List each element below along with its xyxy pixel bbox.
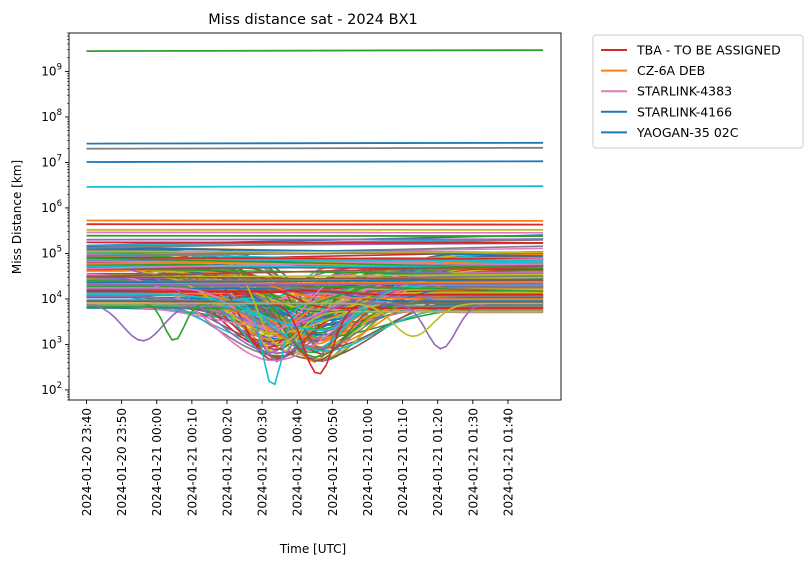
x-tick-label: 2024-01-21 00:50 <box>326 408 340 516</box>
series-line <box>86 289 544 296</box>
series-line <box>86 300 544 362</box>
x-tick-label: 2024-01-21 00:40 <box>291 408 305 516</box>
y-tick-label: 106 <box>41 199 62 215</box>
y-tick-label: 105 <box>41 244 62 260</box>
y-tick-label: 108 <box>41 108 62 124</box>
x-tick-label: 2024-01-20 23:50 <box>115 408 129 516</box>
axes: 102 103 104 105 106 107 108 109 2024-01-20 23:40… <box>41 32 562 516</box>
x-tick-label: 2024-01-21 00:30 <box>256 408 270 516</box>
legend-label: STARLINK-4166 <box>637 104 732 119</box>
x-tick-label: 2024-01-21 01:30 <box>466 408 480 516</box>
x-tick-label: 2024-01-21 01:20 <box>431 408 445 516</box>
x-tick-label: 2024-01-21 01:10 <box>396 408 410 516</box>
series-line <box>86 284 544 350</box>
flat-series-line <box>86 141 544 145</box>
y-tick-label: 102 <box>41 381 62 397</box>
y-tick-label: 109 <box>41 62 62 78</box>
x-tick-label: 2024-01-21 01:00 <box>361 408 375 516</box>
flat-series-line <box>86 146 544 150</box>
flat-series-line <box>86 238 544 241</box>
series-line <box>86 257 544 269</box>
series-line <box>86 252 544 331</box>
series-line <box>86 265 544 278</box>
flat-series-line <box>86 49 544 52</box>
flat-series-line <box>86 160 544 163</box>
chart-title: Miss distance sat - 2024 BX1 <box>208 12 418 28</box>
x-tick-label: 2024-01-21 00:00 <box>150 408 164 516</box>
x-tick-label: 2024-01-20 23:40 <box>80 408 94 516</box>
legend-label: STARLINK-4383 <box>637 84 732 99</box>
legend-label: YAOGAN-35 02C <box>636 125 739 140</box>
series-line <box>86 286 544 327</box>
y-axis-label: Miss Distance [km] <box>10 160 24 274</box>
x-tick-label: 2024-01-21 00:10 <box>185 408 199 516</box>
series-line <box>86 281 544 285</box>
axes-frame <box>68 32 562 401</box>
legend-label: CZ-6A DEB <box>637 63 705 78</box>
plot-area <box>86 49 544 386</box>
x-axis-label: Time [UTC] <box>279 542 346 556</box>
y-tick-label: 107 <box>41 153 62 169</box>
series-line <box>86 239 544 249</box>
flat-series-line <box>86 241 544 244</box>
x-tick-label: 2024-01-21 00:20 <box>220 408 234 516</box>
x-tick-label: 2024-01-21 01:40 <box>501 408 515 516</box>
legend: TBA - TO BE ASSIGNED CZ-6A DEB STARLINK-43… <box>592 34 804 149</box>
y-tick-label: 104 <box>41 290 62 306</box>
legend-box <box>592 34 804 149</box>
approach-dip-line <box>86 302 544 338</box>
series-line <box>86 256 544 260</box>
flat-series-line <box>86 185 544 188</box>
series-line <box>86 250 544 253</box>
series-line <box>86 272 544 328</box>
series-line <box>86 276 544 281</box>
series-group <box>86 49 544 386</box>
series-line <box>86 282 544 286</box>
legend-label: TBA - TO BE ASSIGNED <box>636 43 781 58</box>
y-tick-label: 103 <box>41 335 62 351</box>
